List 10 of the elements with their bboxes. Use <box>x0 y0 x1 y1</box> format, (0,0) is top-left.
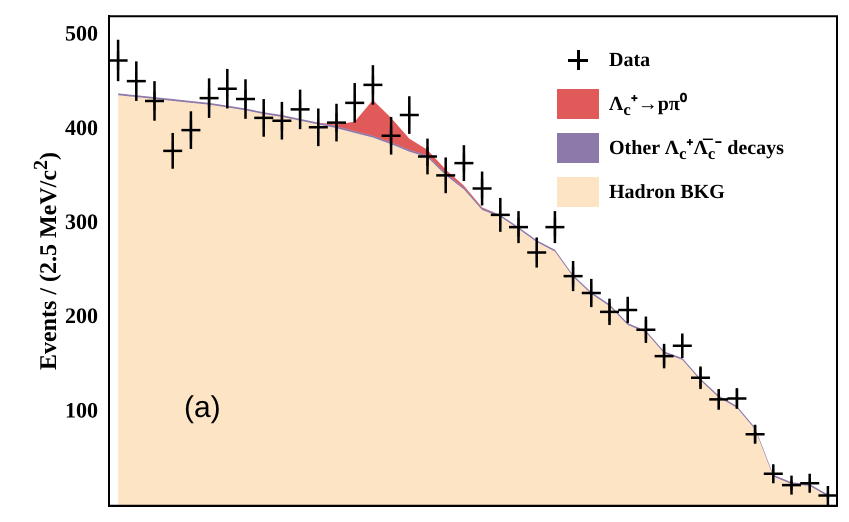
y-tick-label: 200 <box>65 303 98 328</box>
legend-label: Other Λ$_{c}$⁺Λ̅$_{c}$⁻ decays <box>609 136 784 164</box>
legend-label: Λ$_{c}$⁺→pπ⁰ <box>609 92 687 120</box>
annotation: (a) <box>184 390 221 425</box>
y-tick-label: 100 <box>65 397 98 422</box>
y-tick-label: 300 <box>65 209 98 234</box>
legend-label: Data <box>609 48 650 72</box>
y-tick-label: 400 <box>65 114 98 140</box>
y-tick-label: 500 <box>65 20 98 46</box>
legend-label: Hadron BKG <box>609 180 725 204</box>
